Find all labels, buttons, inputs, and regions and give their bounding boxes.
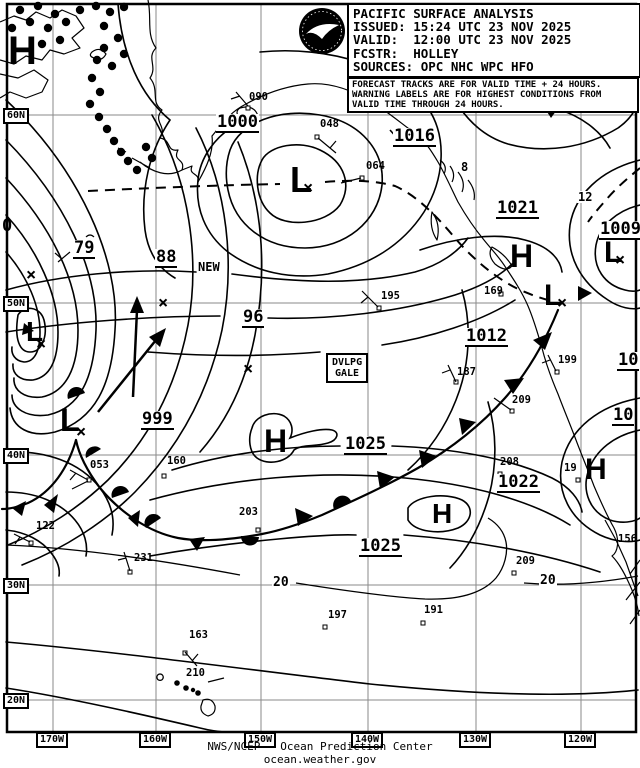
- low-gulf-of-alaska: L: [290, 159, 312, 200]
- longitude-label-140W: 140W: [351, 732, 384, 748]
- station-160: 160: [167, 455, 186, 467]
- chart-footer: NWS/NCEP - Ocean Prediction Center ocean…: [120, 740, 520, 766]
- chart-header: PACIFIC SURFACE ANALYSIS ISSUED: 15:24 UT…: [347, 3, 640, 79]
- header-line-3: VALID: 12:00 UTC 23 NOV 2025: [353, 32, 572, 48]
- low-pressure-999: 999: [141, 409, 174, 430]
- station-209-south: 209: [516, 555, 535, 567]
- station-048: 048: [320, 118, 339, 130]
- isotherm-12: 12: [577, 190, 594, 204]
- station-090: 090: [249, 91, 268, 103]
- gale-warning-box: DVLPG GALE: [326, 353, 369, 383]
- station-156: 156: [618, 533, 637, 545]
- station-203: 203: [239, 506, 258, 518]
- header-line-4: FCSTR: HOLLEY: [353, 45, 459, 61]
- station-191: 191: [424, 604, 443, 616]
- isobars: [5, 3, 640, 733]
- isobar-label-partial-right-2: 10: [612, 405, 635, 426]
- position-x-mark: ×: [158, 293, 169, 313]
- position-x-mark: ×: [557, 293, 568, 313]
- header-line-2: ISSUED: 15:24 UTC 23 NOV 2025: [353, 19, 572, 35]
- isobar-label-1021: 1021: [496, 198, 539, 219]
- latitude-label-30N: 30N: [3, 578, 30, 594]
- latitude-label-20N: 20N: [3, 693, 30, 709]
- position-x-mark: ×: [243, 359, 254, 379]
- latitude-label-60N: 60N: [3, 108, 30, 124]
- high-1025: H: [264, 423, 288, 459]
- ice-edge-dots: [7, 1, 157, 175]
- station-210: 210: [186, 667, 205, 679]
- warning-line-1: FORECAST TRACKS ARE FOR VALID TIME + 24 …: [352, 80, 602, 90]
- position-x-mark: ×: [615, 250, 626, 270]
- low-1009: L: [604, 236, 623, 269]
- position-x-mark: ×: [26, 265, 37, 285]
- high-baja: H: [585, 453, 607, 486]
- high-central-east: H: [432, 498, 453, 529]
- longitude-label-120W: 120W: [564, 732, 597, 748]
- coastline: [0, 0, 640, 717]
- isobar-label-1025: 1025: [344, 434, 387, 455]
- station-19: 19: [564, 462, 577, 474]
- station-053: 053: [90, 459, 109, 471]
- gale-warning-line1: DVLPG: [332, 357, 363, 368]
- position-x-mark: ×: [303, 178, 314, 198]
- isobar-label-1009: 1009: [599, 219, 640, 240]
- latitude-label-50N: 50N: [3, 296, 30, 312]
- low-pacific-northwest-coast: L: [544, 279, 563, 312]
- isobar-label-1012: 1012: [465, 326, 508, 347]
- station-197: 197: [328, 609, 347, 621]
- high-british-columbia: H: [510, 238, 534, 274]
- isotherm-20-west: 20: [272, 575, 290, 590]
- station-231: 231: [134, 552, 153, 564]
- low-999: L: [60, 402, 80, 438]
- longitude-label-130W: 130W: [459, 732, 492, 748]
- low-west-edge: L: [26, 316, 44, 347]
- isobar-label-partial-left: 0: [2, 216, 13, 236]
- station-187: 187: [457, 366, 476, 378]
- wind-barbs: [13, 91, 557, 683]
- isotherm-8: 8: [461, 160, 469, 174]
- warning-line-3: VALID TIME THROUGH 24 HOURS.: [352, 100, 504, 110]
- high-arctic: H: [8, 29, 37, 73]
- label-new: NEW: [197, 260, 221, 274]
- position-x-mark: ×: [76, 422, 87, 442]
- isobar-label-1025-south: 1025: [359, 536, 402, 557]
- station-122: 122: [36, 520, 55, 532]
- station-163: 163: [189, 629, 208, 641]
- position-x-mark: ×: [36, 334, 47, 354]
- station-169: 169: [484, 285, 503, 297]
- gale-warning-line2: GALE: [335, 368, 360, 379]
- track-pressure-96: 96: [242, 307, 265, 328]
- station-208: 208: [500, 456, 519, 468]
- isobar-label-partial-right-1: 10: [617, 350, 640, 371]
- header-line-1: PACIFIC SURFACE ANALYSIS: [353, 6, 534, 21]
- isotherm-lines: [5, 517, 639, 600]
- longitude-label-160W: 160W: [139, 732, 172, 748]
- forecast-warning-note: FORECAST TRACKS ARE FOR VALID TIME + 24 …: [347, 77, 639, 113]
- front-symbols: [12, 104, 592, 551]
- station-195: 195: [381, 290, 400, 302]
- station-209: 209: [512, 394, 531, 406]
- longitude-label-170W: 170W: [36, 732, 69, 748]
- isobar-label-1000: 1000: [216, 112, 259, 133]
- station-199: 199: [558, 354, 577, 366]
- noaa-logo: [299, 8, 345, 54]
- warning-line-2: WARNING LABELS ARE FOR HIGHEST CONDITION…: [352, 90, 602, 100]
- header-line-5: SOURCES: OPC NHC WPC HFO: [353, 58, 534, 74]
- track-pressure-88: 88: [155, 247, 178, 268]
- footer-url: ocean.weather.gov: [263, 752, 377, 766]
- isobar-label-1022: 1022: [497, 472, 540, 493]
- station-064: 064: [366, 160, 385, 172]
- footer-agency: NWS/NCEP - Ocean Prediction Center: [207, 740, 433, 753]
- track-pressure-79: 79: [73, 238, 96, 259]
- longitude-label-150W: 150W: [244, 732, 277, 748]
- isotherm-20-east: 20: [539, 573, 557, 588]
- latitude-label-40N: 40N: [3, 448, 30, 464]
- isobar-label-1016: 1016: [393, 126, 436, 147]
